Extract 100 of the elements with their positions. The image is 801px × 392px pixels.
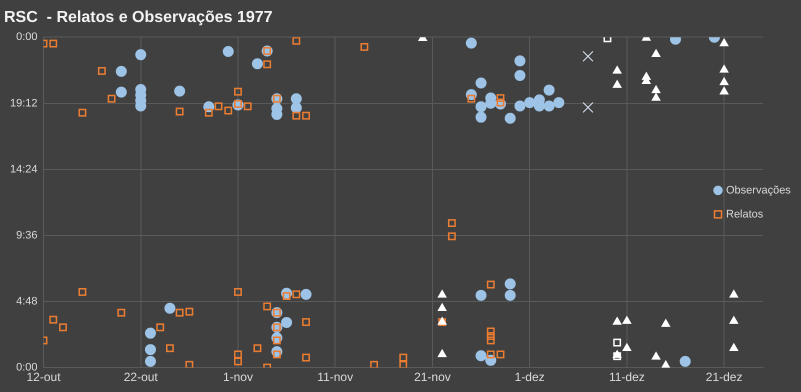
point	[661, 319, 670, 327]
x-tick-label: 21-nov	[414, 370, 451, 384]
point	[720, 38, 729, 46]
point	[476, 290, 487, 301]
point	[438, 303, 447, 312]
y-tick-label: 4:48	[16, 296, 38, 308]
point	[234, 88, 242, 96]
chart-title: RSC - Relatos e Observações 1977	[4, 9, 273, 26]
point	[176, 108, 184, 116]
point	[486, 350, 495, 358]
point	[292, 112, 300, 120]
point	[553, 97, 564, 108]
point	[156, 323, 164, 332]
point	[612, 317, 622, 325]
point	[290, 93, 302, 104]
point	[476, 78, 487, 89]
point	[292, 290, 300, 298]
point	[399, 354, 408, 362]
point	[78, 108, 86, 117]
y-tick-label: 14:24	[10, 163, 38, 176]
point	[582, 102, 594, 113]
point	[290, 102, 302, 114]
point	[135, 49, 146, 60]
point	[234, 288, 242, 296]
point	[720, 77, 729, 86]
point	[504, 290, 516, 301]
point	[263, 60, 272, 68]
point	[300, 288, 312, 300]
point	[514, 70, 526, 81]
point	[302, 354, 310, 362]
point	[49, 316, 58, 324]
point	[652, 85, 660, 94]
point	[652, 93, 660, 101]
point	[613, 338, 622, 346]
point	[622, 343, 632, 351]
x-tick-label: 1-dez	[514, 370, 545, 384]
point	[720, 86, 729, 94]
point	[282, 292, 291, 300]
point	[98, 66, 106, 75]
point	[504, 112, 516, 124]
y-tick-label: 9:36	[16, 229, 38, 242]
point	[438, 290, 447, 298]
point	[476, 112, 487, 123]
point	[164, 302, 176, 314]
point	[272, 336, 281, 344]
point	[49, 40, 58, 48]
point	[263, 302, 272, 310]
point	[652, 49, 660, 58]
point	[78, 288, 86, 296]
point	[496, 94, 504, 102]
point	[302, 318, 310, 326]
point	[514, 100, 526, 112]
point	[612, 66, 622, 74]
point	[612, 80, 622, 88]
point	[438, 349, 447, 358]
point	[486, 327, 495, 336]
y-tick-label: 19:12	[10, 97, 38, 110]
point	[524, 97, 536, 108]
x-tick-label: 11-nov	[317, 370, 354, 384]
point	[244, 102, 252, 110]
point	[108, 94, 116, 103]
point	[144, 328, 156, 339]
point	[466, 38, 477, 49]
point	[166, 344, 174, 352]
point	[281, 316, 292, 328]
point	[544, 84, 555, 96]
x-tick-label: 22-out	[124, 370, 158, 384]
x-tick-label: 1-nov	[222, 370, 253, 384]
point	[680, 356, 691, 367]
point	[144, 356, 156, 367]
point	[252, 58, 263, 70]
point	[448, 219, 456, 227]
point	[448, 232, 456, 240]
point	[360, 43, 368, 51]
point	[302, 112, 310, 120]
point	[613, 352, 622, 360]
point	[486, 280, 495, 289]
point	[116, 66, 127, 77]
legend-label: Relatos	[726, 208, 764, 220]
point	[729, 343, 738, 351]
point	[224, 106, 232, 115]
point	[496, 98, 504, 107]
point	[467, 94, 476, 103]
point	[59, 323, 67, 332]
legend-label: Observações	[726, 184, 792, 196]
point	[720, 64, 729, 73]
point	[622, 316, 632, 324]
point	[514, 55, 526, 66]
point	[117, 308, 126, 317]
point	[652, 352, 660, 360]
point	[174, 86, 186, 97]
x-tick-label: 21-dez	[706, 370, 742, 384]
point	[214, 102, 222, 110]
point	[504, 278, 516, 290]
x-tick-label: 11-dez	[608, 370, 645, 384]
point	[729, 316, 738, 324]
point	[292, 37, 300, 45]
point	[729, 290, 738, 298]
point	[144, 344, 156, 356]
point	[370, 360, 378, 368]
